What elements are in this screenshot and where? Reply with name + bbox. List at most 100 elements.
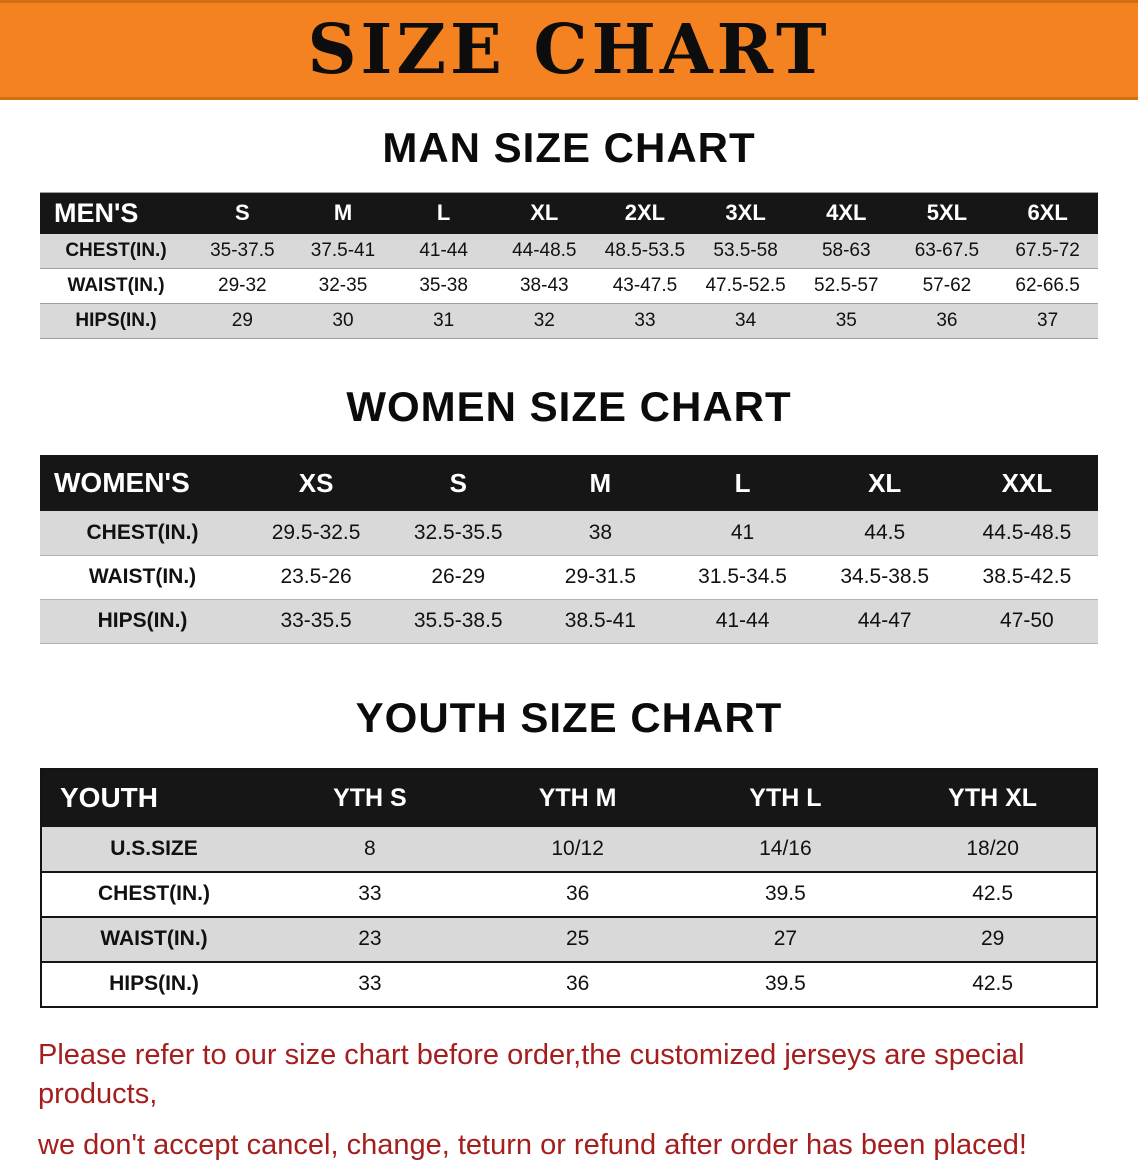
- row-label: WAIST(IN.): [67, 275, 165, 296]
- size-value: 33-35.5: [280, 609, 352, 632]
- size-value: 48.5-53.5: [604, 239, 686, 261]
- size-column-header: XL: [493, 192, 595, 234]
- row-label: HIPS(IN.): [109, 972, 199, 995]
- footer-note: Please refer to our size chart before or…: [38, 1036, 1100, 1165]
- size-value: 37: [1037, 310, 1059, 331]
- women-size-section: WOMEN SIZE CHART WOMEN'S XS S M L XL XXL CHEST(…: [0, 383, 1138, 644]
- size-value: 14/16: [759, 836, 812, 860]
- size-value: 35: [835, 310, 857, 331]
- size-column-header: L: [393, 192, 494, 234]
- size-column-header: M: [292, 192, 394, 234]
- size-value: 44-47: [857, 609, 912, 632]
- size-column-header: 5XL: [896, 192, 998, 234]
- size-value: 27: [773, 927, 798, 950]
- size-column-header: 4XL: [795, 192, 897, 234]
- size-value: 33: [358, 882, 382, 905]
- size-value: 53.5-58: [713, 239, 778, 261]
- size-value: 63-67.5: [914, 239, 980, 261]
- size-column-header: L: [671, 455, 814, 511]
- table-row: CHEST(IN.) 33 36 39.5 42.5: [41, 871, 1097, 917]
- table-title-cell: MEN'S: [40, 192, 192, 234]
- size-value: 41-44: [715, 609, 770, 632]
- table-title-cell: WOMEN'S: [40, 455, 245, 511]
- size-value: 29: [231, 310, 253, 331]
- size-value: 47.5-52.5: [705, 275, 786, 296]
- size-value: 58-63: [821, 239, 871, 261]
- row-label: HIPS(IN.): [75, 310, 157, 331]
- table-header-row: WOMEN'S XS S M L XL XXL: [40, 455, 1098, 511]
- men-size-section: MAN SIZE CHART MEN'S S M L XL 2XL 3XL 4XL 5XL 6XL…: [0, 124, 1138, 339]
- size-value: 31: [433, 310, 455, 331]
- size-value: 37.5-41: [310, 239, 376, 261]
- size-value: 36: [565, 972, 590, 995]
- table-header-row: MEN'S S M L XL 2XL 3XL 4XL 5XL 6XL: [40, 192, 1098, 234]
- size-value: 29-31.5: [564, 565, 636, 588]
- size-value: 38-43: [519, 275, 569, 296]
- row-label: CHEST(IN.): [65, 239, 167, 261]
- table-row: WAIST(IN.) 23.5-26 26-29 29-31.5 31.5-34.5 34…: [40, 555, 1098, 599]
- size-value: 67.5-72: [1015, 239, 1080, 261]
- size-value: 43-47.5: [612, 275, 678, 296]
- size-column-header: M: [529, 455, 672, 511]
- size-value: 31.5-34.5: [698, 565, 787, 588]
- table-row: WAIST(IN.) 23 25 27 29: [41, 916, 1097, 962]
- size-value: 32: [533, 310, 555, 331]
- size-value: 41-44: [419, 239, 468, 261]
- size-value: 26-29: [431, 565, 486, 588]
- size-column-header: XS: [245, 455, 388, 511]
- size-value: 29: [980, 927, 1005, 950]
- size-value: 44.5-48.5: [982, 520, 1072, 544]
- row-label: CHEST(IN.): [98, 882, 210, 905]
- row-label: CHEST(IN.): [86, 520, 199, 544]
- size-column-header: YTH M: [473, 768, 682, 827]
- size-value: 25: [565, 927, 590, 950]
- men-section-heading: MAN SIZE CHART: [382, 124, 756, 171]
- size-value: 8: [364, 836, 376, 860]
- size-value: 33: [358, 972, 382, 995]
- size-value: 44.5: [864, 520, 906, 544]
- size-value: 57-62: [922, 275, 972, 296]
- size-value: 33: [634, 310, 656, 331]
- size-value: 39.5: [764, 882, 806, 905]
- size-value: 32.5-35.5: [413, 520, 503, 544]
- size-value: 18/20: [966, 836, 1019, 860]
- size-value: 35-37.5: [210, 239, 275, 261]
- size-value: 41: [730, 520, 755, 544]
- table-title-cell: YOUTH: [41, 768, 266, 827]
- size-column-header: YTH XL: [889, 768, 1097, 827]
- size-value: 38: [588, 520, 613, 544]
- size-column-header: 2XL: [594, 192, 696, 234]
- row-label: U.S.SIZE: [110, 836, 198, 860]
- size-chart-content: MAN SIZE CHART MEN'S S M L XL 2XL 3XL 4XL 5XL 6XL…: [0, 124, 1138, 1165]
- table-row: CHEST(IN.) 35-37.5 37.5-41 41-44 44-48.5 48.5…: [40, 233, 1098, 269]
- row-label: HIPS(IN.): [97, 609, 188, 632]
- table-header-row: YOUTH YTH S YTH M YTH L YTH XL: [41, 768, 1097, 827]
- size-value: 34: [735, 310, 757, 331]
- size-value: 42.5: [972, 882, 1014, 905]
- size-value: 52.5-57: [814, 275, 879, 296]
- row-label: WAIST(IN.): [88, 565, 197, 588]
- size-value: 32-35: [318, 275, 368, 296]
- men-size-table: MEN'S S M L XL 2XL 3XL 4XL 5XL 6XL CHEST(IN.) 35-37…: [40, 192, 1098, 339]
- women-size-table: WOMEN'S XS S M L XL XXL CHEST(IN.) 29.5-32.5 32.5…: [40, 455, 1098, 644]
- size-value: 10/12: [551, 836, 604, 860]
- size-column-header: S: [387, 455, 530, 511]
- page-title: SIZE CHART: [307, 10, 831, 90]
- size-value: 34.5-38.5: [840, 565, 930, 588]
- size-value: 44-48.5: [512, 239, 577, 261]
- size-column-header: 3XL: [695, 192, 796, 234]
- size-column-header: 6XL: [997, 192, 1098, 234]
- row-label: WAIST(IN.): [100, 927, 208, 950]
- size-column-header: XXL: [955, 455, 1098, 511]
- table-row: HIPS(IN.) 33-35.5 35.5-38.5 38.5-41 41-44 44-…: [40, 599, 1098, 643]
- size-value: 35-38: [419, 275, 468, 296]
- table-row: WAIST(IN.) 29-32 32-35 35-38 38-43 43-47.5 47.…: [40, 268, 1098, 304]
- size-value: 29.5-32.5: [271, 520, 361, 544]
- table-row: U.S.SIZE 8 10/12 14/16 18/20: [41, 826, 1097, 872]
- size-value: 39.5: [764, 972, 806, 995]
- youth-section-heading: YOUTH SIZE CHART: [355, 693, 783, 741]
- size-value: 36: [565, 882, 590, 905]
- table-row: HIPS(IN.) 33 36 39.5 42.5: [41, 961, 1097, 1007]
- size-value: 36: [936, 310, 958, 331]
- table-row: CHEST(IN.) 29.5-32.5 32.5-35.5 38 41 44.5 44.5…: [40, 511, 1098, 555]
